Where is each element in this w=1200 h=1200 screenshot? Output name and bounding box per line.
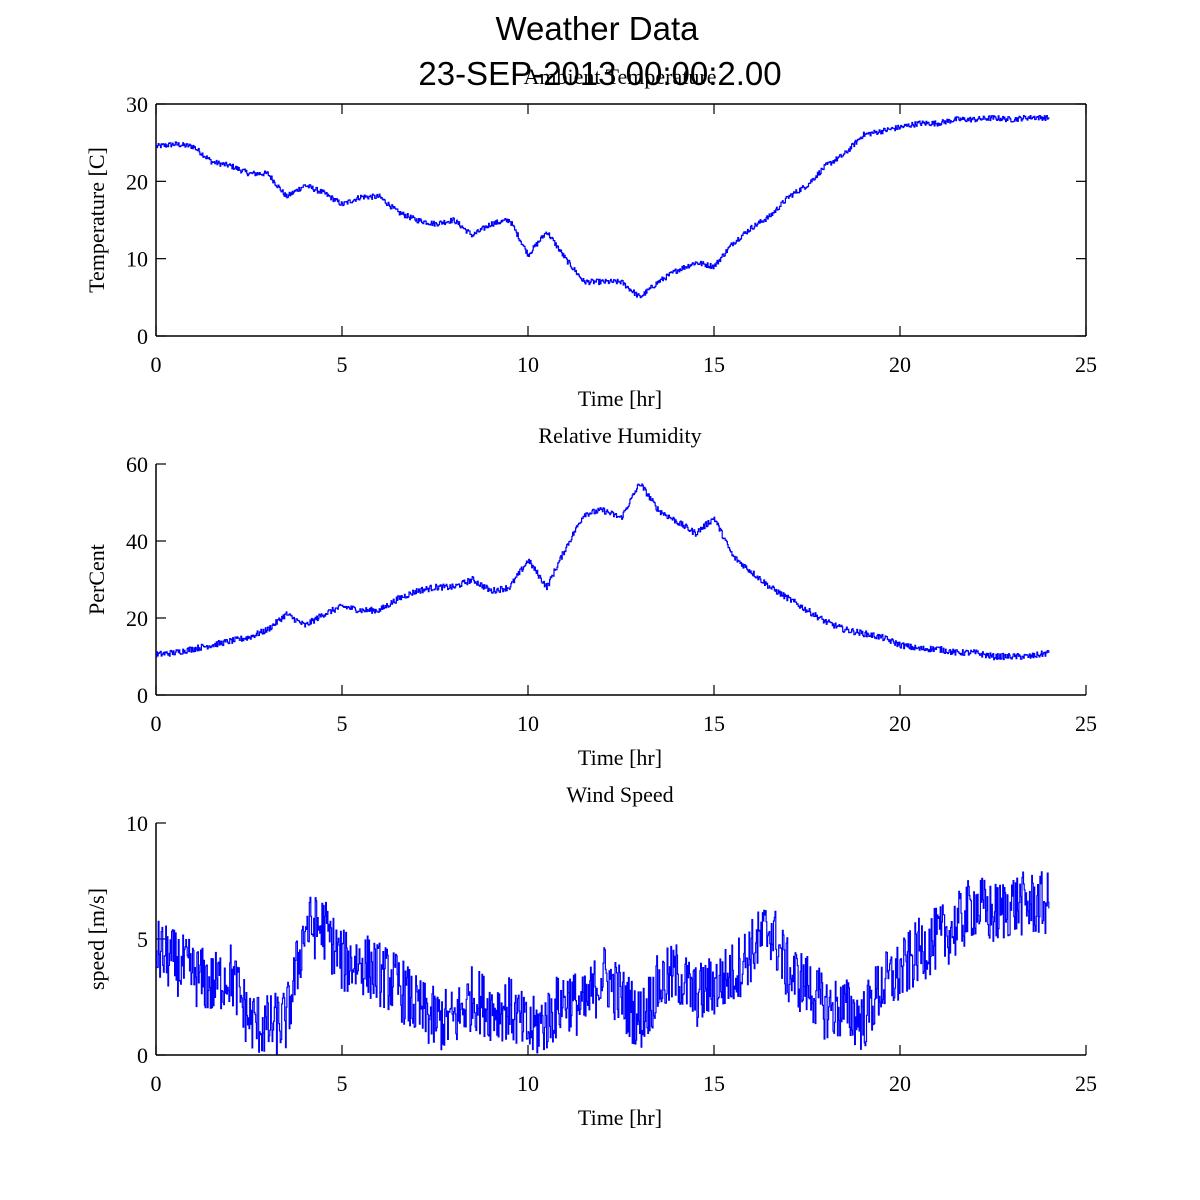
- x-axis-label: Time [hr]: [578, 745, 662, 770]
- y-tick-label: 60: [126, 452, 148, 477]
- x-tick-label: 20: [889, 352, 911, 377]
- y-tick-label: 0: [137, 324, 148, 349]
- y-tick-label: 40: [126, 529, 148, 554]
- y-tick-label: 0: [137, 683, 148, 708]
- x-tick-label: 15: [703, 352, 725, 377]
- x-tick-label: 5: [337, 352, 348, 377]
- x-tick-label: 15: [703, 1071, 725, 1096]
- y-tick-label: 0: [137, 1043, 148, 1068]
- humidity-plot: Relative Humidity 0 5 10 15 20 25 0 20 40 60 Time […: [84, 423, 1097, 770]
- y-axis-label: PerCent: [84, 544, 109, 615]
- series-line-wind-speed: [156, 871, 1050, 1055]
- series-line-temperature: [156, 114, 1050, 299]
- x-tick-label: 5: [337, 711, 348, 736]
- y-axis-label: Temperature [C]: [84, 147, 109, 293]
- y-axis-label: speed [m/s]: [84, 888, 109, 990]
- figure-subtitle: 23-SEP-2013 00:00:2.00: [418, 55, 781, 92]
- series-line-humidity: [156, 483, 1050, 661]
- subplot-title: Ambient Temperature: [524, 64, 717, 89]
- x-axis-label: Time [hr]: [578, 1105, 662, 1130]
- x-tick-label: 0: [151, 352, 162, 377]
- subplot-title: Relative Humidity: [538, 423, 701, 448]
- x-tick-label: 5: [337, 1071, 348, 1096]
- y-tick-label: 5: [137, 927, 148, 952]
- x-tick-label: 15: [703, 711, 725, 736]
- x-tick-label: 0: [151, 1071, 162, 1096]
- x-tick-label: 25: [1075, 1071, 1097, 1096]
- y-tick-label: 20: [126, 606, 148, 631]
- x-tick-label: 20: [889, 711, 911, 736]
- x-tick-label: 10: [517, 711, 539, 736]
- x-tick-label: 25: [1075, 352, 1097, 377]
- x-tick-label: 10: [517, 1071, 539, 1096]
- subplot-title: Wind Speed: [566, 782, 673, 807]
- x-tick-label: 20: [889, 1071, 911, 1096]
- y-tick-label: 10: [126, 811, 148, 836]
- y-tick-label: 10: [126, 247, 148, 272]
- y-tick-label: 20: [126, 169, 148, 194]
- temperature-plot: Ambient Temperature 0 5 10 15 20 25 0 10 20 30 Time…: [84, 64, 1097, 411]
- x-tick-label: 25: [1075, 711, 1097, 736]
- wind-speed-plot: Wind Speed 0 5 10 15 20 25 0 5 10 Time [hr] speed […: [84, 782, 1097, 1130]
- figure-title: Weather Data: [496, 10, 700, 47]
- x-tick-label: 10: [517, 352, 539, 377]
- x-axis-label: Time [hr]: [578, 386, 662, 411]
- x-tick-label: 0: [151, 711, 162, 736]
- y-tick-label: 30: [126, 92, 148, 117]
